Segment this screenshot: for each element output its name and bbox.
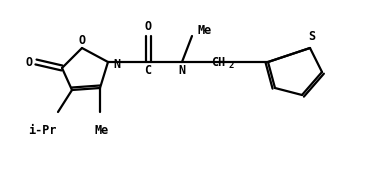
Text: O: O [144,19,152,32]
Text: C: C [144,63,152,76]
Text: S: S [308,30,315,43]
Text: Me: Me [198,23,212,36]
Text: N: N [113,57,121,70]
Text: N: N [178,63,185,76]
Text: O: O [79,35,86,48]
Text: CH: CH [211,56,225,69]
Text: O: O [26,56,33,69]
Text: i-Pr: i-Pr [28,123,56,136]
Text: Me: Me [95,123,109,136]
Text: 2: 2 [228,62,234,70]
